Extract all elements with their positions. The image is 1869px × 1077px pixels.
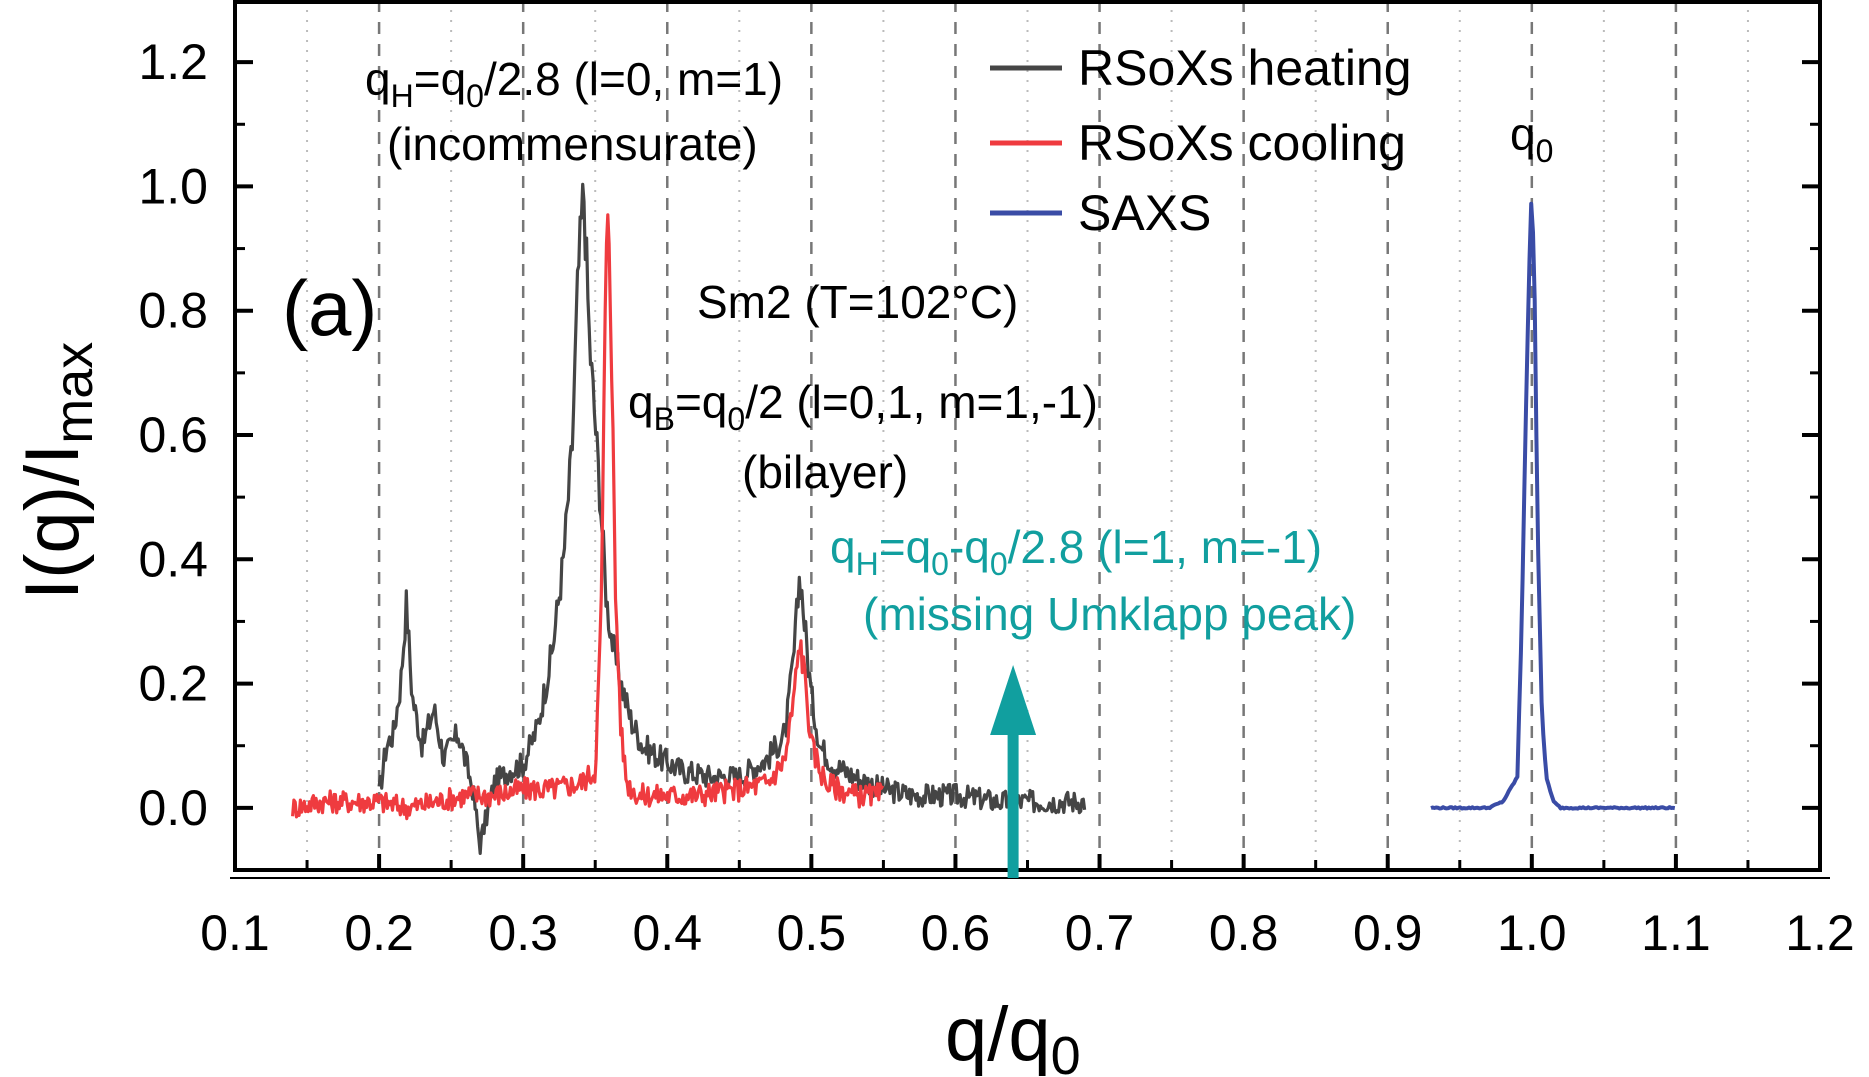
y-tick-label: 0.6 bbox=[138, 407, 208, 463]
umklapp-annotation-desc: (missing Umklapp peak) bbox=[863, 588, 1356, 640]
series-line-0 bbox=[377, 182, 1087, 856]
peak-b-annotation: qB=q0/2 (l=0,1, m=1,-1) bbox=[628, 376, 1098, 437]
x-tick-label: 0.7 bbox=[1065, 905, 1135, 961]
x-tick-label: 0.1 bbox=[200, 905, 270, 961]
y-axis-title: I(q)/Imax bbox=[10, 342, 104, 600]
axis-ticks: 0.1 0.2 0.3 0.4 0.5 0.6 0.7 0.8 0.9 1.0 1.1 1.2 0.0 0… bbox=[138, 34, 1854, 961]
x-tick-label: 0.6 bbox=[921, 905, 991, 961]
y-tick-label: 0.8 bbox=[138, 283, 208, 339]
series-line-1 bbox=[291, 213, 885, 821]
phase-annotation: Sm2 (T=102°C) bbox=[697, 276, 1018, 328]
y-tick-label: 0.2 bbox=[138, 656, 208, 712]
y-tick-label: 1.0 bbox=[138, 158, 208, 214]
legend-label-2: SAXS bbox=[1078, 185, 1211, 241]
x-tick-label: 0.5 bbox=[777, 905, 847, 961]
x-tick-label: 1.2 bbox=[1785, 905, 1855, 961]
peak-b-annotation-desc: (bilayer) bbox=[742, 446, 908, 498]
x-tick-label: 0.2 bbox=[344, 905, 414, 961]
x-tick-label: 0.4 bbox=[633, 905, 703, 961]
q0-annotation: q0 bbox=[1510, 108, 1553, 169]
x-tick-label: 0.3 bbox=[488, 905, 558, 961]
y-tick-label: 0.4 bbox=[138, 531, 208, 587]
peak-h-annotation-desc: (incommensurate) bbox=[387, 118, 758, 170]
x-tick-label: 0.8 bbox=[1209, 905, 1279, 961]
y-tick-label: 0.0 bbox=[138, 780, 208, 836]
x-tick-label: 1.1 bbox=[1641, 905, 1711, 961]
series-line-2 bbox=[1430, 201, 1676, 811]
panel-label: (a) bbox=[282, 264, 377, 352]
y-tick-label: 1.2 bbox=[138, 34, 208, 90]
legend: RSoXs heating RSoXs cooling SAXS bbox=[990, 40, 1412, 241]
legend-label-1: RSoXs cooling bbox=[1078, 115, 1406, 171]
series-lines bbox=[291, 182, 1676, 856]
umklapp-annotation: qH=q0-q0/2.8 (l=1, m=-1) bbox=[830, 521, 1322, 582]
x-tick-label: 0.9 bbox=[1353, 905, 1423, 961]
peak-h-annotation: qH=q0/2.8 (l=0, m=1) bbox=[365, 53, 783, 114]
x-axis-title: q/q0 bbox=[945, 992, 1081, 1077]
umklapp-arrow bbox=[990, 665, 1037, 878]
x-tick-label: 1.0 bbox=[1497, 905, 1567, 961]
legend-label-0: RSoXs heating bbox=[1078, 40, 1412, 96]
umklapp-arrow-head bbox=[990, 665, 1037, 735]
